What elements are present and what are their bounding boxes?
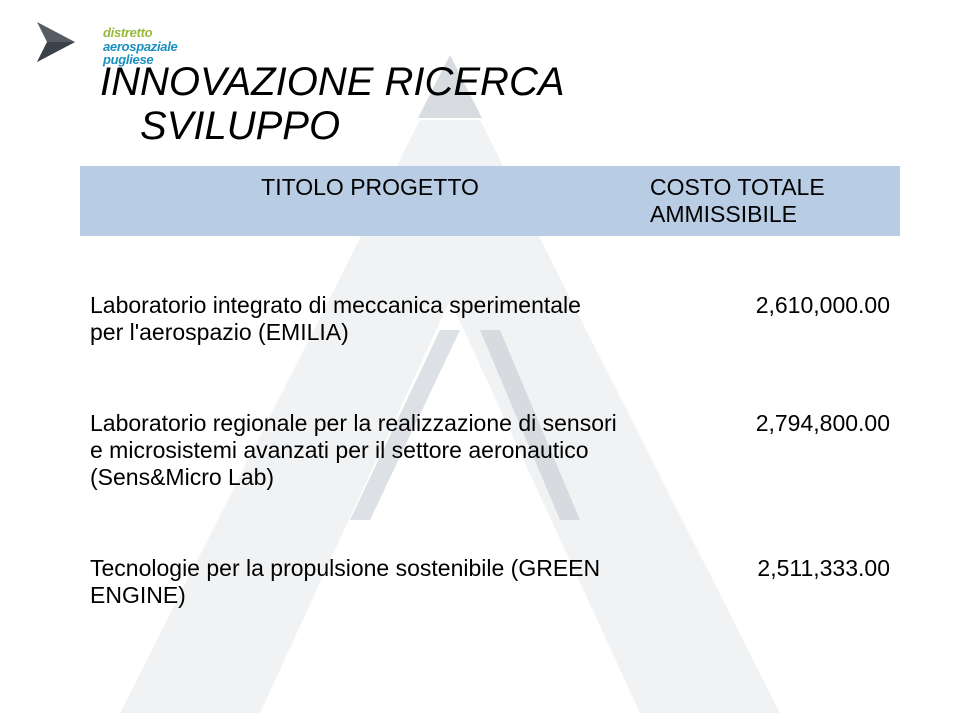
project-title-cell: Tecnologie per la propulsione sostenibil… bbox=[80, 547, 640, 617]
logo-line1: distretto bbox=[103, 26, 177, 40]
table-row: Laboratorio regionale per la realizzazio… bbox=[80, 402, 900, 499]
title-line2: SVILUPPO bbox=[140, 104, 900, 148]
header-col-cost: COSTO TOTALE AMMISSIBILE bbox=[640, 166, 900, 236]
spacer-row bbox=[80, 236, 900, 284]
slide-content: INNOVAZIONE RICERCA SVILUPPO TITOLO PROG… bbox=[80, 60, 900, 617]
header-col-title: TITOLO PROGETTO bbox=[80, 166, 640, 236]
table-row: Laboratorio integrato di meccanica speri… bbox=[80, 284, 900, 354]
project-title-cell: Laboratorio integrato di meccanica speri… bbox=[80, 284, 640, 354]
table-row: Tecnologie per la propulsione sostenibil… bbox=[80, 547, 900, 617]
projects-table: TITOLO PROGETTO COSTO TOTALE AMMISSIBILE… bbox=[80, 166, 900, 617]
project-title-cell: Laboratorio regionale per la realizzazio… bbox=[80, 402, 640, 499]
project-cost-cell: 2,794,800.00 bbox=[640, 402, 900, 499]
slide-title: INNOVAZIONE RICERCA SVILUPPO bbox=[100, 60, 900, 148]
project-cost-cell: 2,511,333.00 bbox=[640, 547, 900, 617]
project-cost-cell: 2,610,000.00 bbox=[640, 284, 900, 354]
title-line1: INNOVAZIONE RICERCA bbox=[100, 60, 900, 104]
table-header-row: TITOLO PROGETTO COSTO TOTALE AMMISSIBILE bbox=[80, 166, 900, 236]
logo-line2: aerospaziale bbox=[103, 40, 177, 54]
spacer-row bbox=[80, 499, 900, 547]
spacer-row bbox=[80, 354, 900, 402]
